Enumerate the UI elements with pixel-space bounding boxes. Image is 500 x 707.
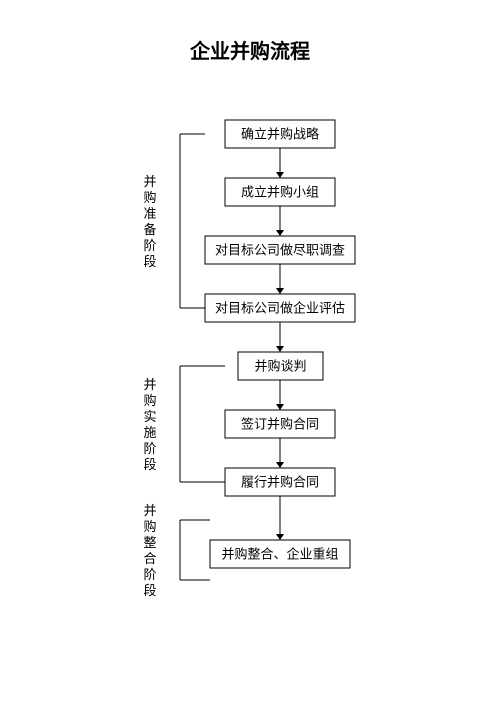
- page-title: 企业并购流程: [189, 39, 310, 63]
- flow-node-label: 签订并购合同: [241, 417, 319, 432]
- flow-node-label: 成立并购小组: [241, 185, 319, 200]
- phase-label: 并购准备阶段: [143, 174, 156, 269]
- flow-node-label: 并购谈判: [254, 359, 306, 374]
- phase-label: 并购实施阶段: [143, 377, 156, 472]
- flow-node-label: 履行并购合同: [241, 475, 319, 490]
- flow-node-label: 对目标公司做尽职调查: [215, 243, 345, 258]
- phase-label: 并购整合阶段: [143, 503, 156, 598]
- flowchart-svg: 企业并购流程确立并购战略成立并购小组对目标公司做尽职调查对目标公司做企业评估并购…: [0, 0, 500, 707]
- flow-node-label: 确立并购战略: [241, 127, 319, 142]
- flow-node-label: 对目标公司做企业评估: [215, 301, 345, 316]
- flow-node-label: 并购整合、企业重组: [221, 547, 338, 562]
